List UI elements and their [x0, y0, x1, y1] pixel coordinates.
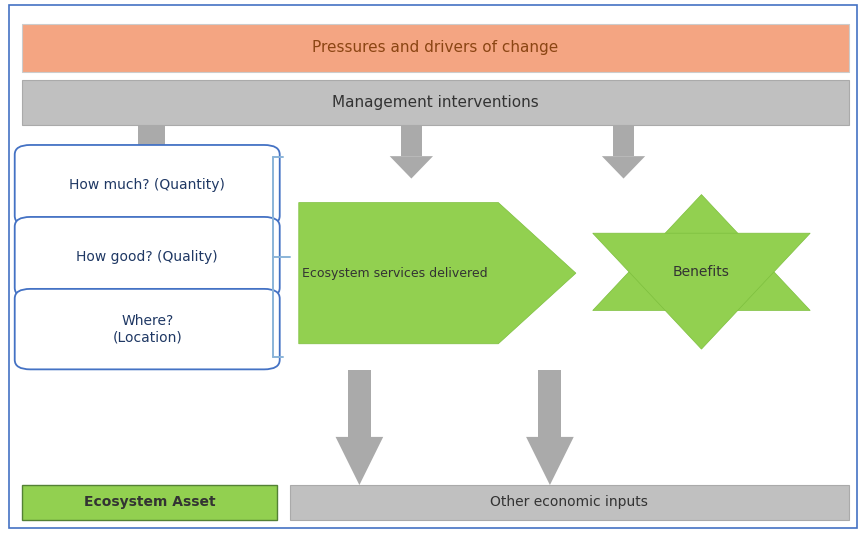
Text: Pressures and drivers of change: Pressures and drivers of change — [312, 41, 559, 55]
Text: Ecosystem services delivered: Ecosystem services delivered — [301, 266, 488, 280]
Polygon shape — [390, 156, 433, 179]
FancyBboxPatch shape — [15, 289, 280, 369]
FancyBboxPatch shape — [15, 145, 280, 225]
Text: How much? (Quantity): How much? (Quantity) — [69, 178, 225, 192]
FancyBboxPatch shape — [539, 370, 561, 437]
FancyBboxPatch shape — [613, 125, 634, 156]
FancyBboxPatch shape — [15, 217, 280, 297]
Polygon shape — [123, 170, 180, 203]
FancyBboxPatch shape — [22, 24, 849, 72]
Polygon shape — [335, 437, 383, 485]
FancyBboxPatch shape — [22, 80, 849, 125]
Polygon shape — [527, 437, 573, 485]
FancyBboxPatch shape — [22, 485, 277, 520]
FancyBboxPatch shape — [9, 5, 857, 528]
Polygon shape — [592, 195, 811, 310]
Polygon shape — [299, 203, 576, 344]
Text: How good? (Quality): How good? (Quality) — [76, 250, 218, 264]
Text: Management interventions: Management interventions — [332, 95, 539, 110]
FancyBboxPatch shape — [138, 125, 165, 170]
Text: Where?
(Location): Where? (Location) — [113, 314, 182, 344]
Polygon shape — [592, 233, 811, 349]
FancyBboxPatch shape — [290, 485, 849, 520]
FancyBboxPatch shape — [348, 370, 371, 437]
FancyBboxPatch shape — [401, 125, 422, 156]
Text: Ecosystem Asset: Ecosystem Asset — [84, 495, 215, 510]
Text: Other economic inputs: Other economic inputs — [490, 495, 649, 510]
Polygon shape — [602, 156, 645, 179]
Text: Benefits: Benefits — [673, 265, 730, 279]
